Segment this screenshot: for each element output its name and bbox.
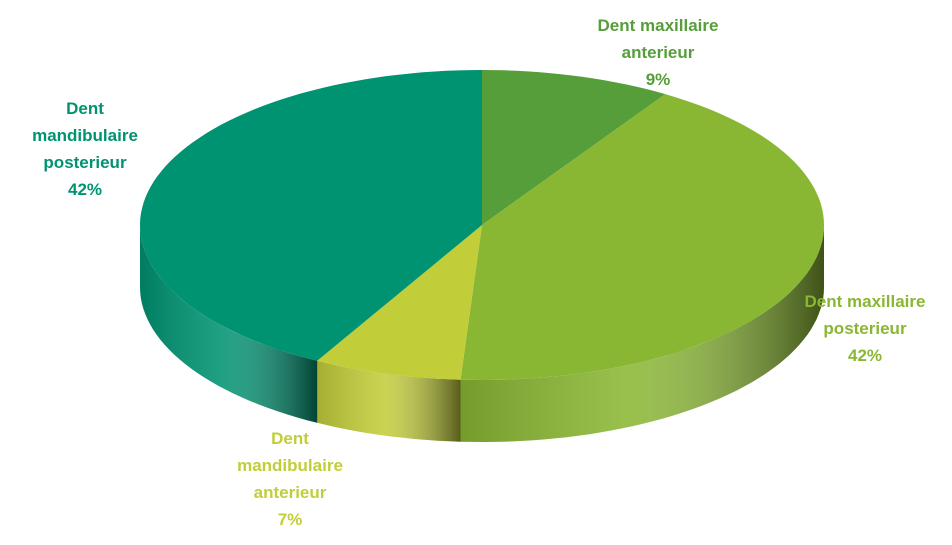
slice-side-shade: [140, 225, 318, 423]
label-category: Dent maxillaire posterieur: [804, 292, 926, 338]
label-percent: 9%: [645, 70, 671, 89]
slice: [140, 70, 482, 361]
label-percent: 42%: [67, 180, 103, 199]
label-percent: 42%: [847, 346, 883, 365]
slice: [460, 94, 824, 380]
label-category: Dent maxillaire anterieur: [597, 16, 719, 62]
label-category: Dent mandibulaire anterieur: [237, 429, 343, 502]
label-category: Dent mandibulaire posterieur: [32, 99, 138, 172]
slice: [482, 70, 666, 225]
data-label: Dent mandibulaire posterieur 42%: [15, 95, 155, 203]
slice-side-shade: [460, 225, 824, 442]
data-label: Dent mandibulaire anterieur 7%: [225, 425, 355, 533]
label-percent: 7%: [277, 510, 303, 529]
data-label: Dent maxillaire posterieur 42%: [775, 288, 952, 369]
data-label: Dent maxillaire anterieur 9%: [563, 12, 753, 93]
slice-side-shade: [317, 360, 461, 442]
slice: [317, 225, 482, 380]
